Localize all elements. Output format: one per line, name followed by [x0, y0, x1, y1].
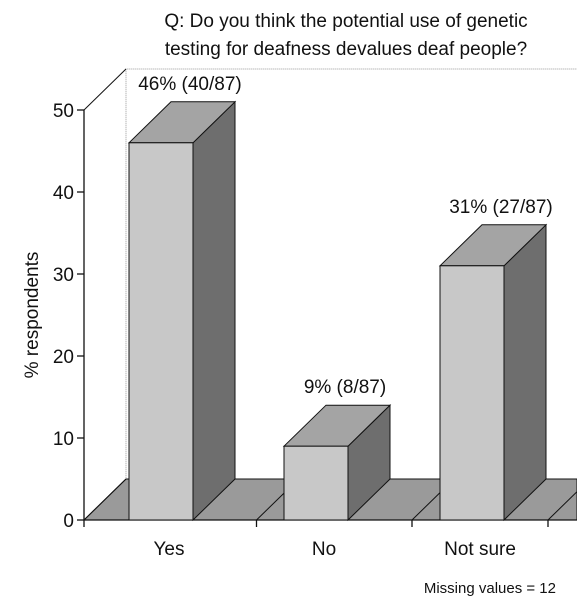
x-category-label: Not sure [444, 539, 516, 560]
data-label: 31% (27/87) [449, 197, 553, 218]
bar-not-sure: 31% (27/87) Not sure [438, 197, 553, 560]
y-tick-label-50: 50 [53, 101, 74, 122]
bar-side [503, 223, 547, 522]
x-category-label: Yes [154, 539, 185, 560]
data-label: 46% (40/87) [138, 74, 242, 95]
chart-title: Q: Do you think the potential use of gen… [164, 11, 527, 60]
bar-yes: 46% (40/87) Yes [127, 74, 242, 560]
y-tick-label-40: 40 [53, 183, 74, 204]
bar-front [128, 142, 194, 521]
data-label: 9% (8/87) [304, 377, 386, 398]
plot-area: 0 10 20 30 40 50 46% (40/87) Yes 9% (8/87) No 31% … [53, 68, 577, 560]
chart-title-line-1: Q: Do you think the potential use of gen… [164, 11, 527, 32]
bar-front [439, 265, 505, 521]
y-axis-top-edge [83, 68, 127, 111]
y-tick-label-10: 10 [53, 429, 74, 450]
y-axis-label: % respondents [22, 252, 43, 379]
floor-divider-0 [83, 478, 127, 521]
chart-title-line-2: testing for deafness devalues deaf peopl… [165, 39, 527, 60]
bar-front [283, 445, 349, 521]
y-tick-label-0: 0 [63, 511, 74, 532]
bar-side [192, 100, 236, 522]
bar-no: 9% (8/87) No [282, 377, 392, 560]
y-tick-label-20: 20 [53, 347, 74, 368]
floor-divider-3 [547, 490, 577, 521]
back-wall-outline [83, 68, 577, 521]
missing-values-note: Missing values = 12 [424, 580, 556, 597]
x-category-label: No [312, 539, 336, 560]
y-tick-label-30: 30 [53, 265, 74, 286]
